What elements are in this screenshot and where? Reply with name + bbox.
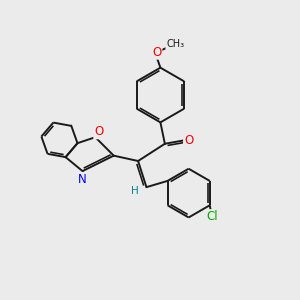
Text: O: O [152,46,161,59]
Text: Cl: Cl [206,210,218,223]
Text: O: O [184,134,193,147]
Text: H: H [131,186,139,196]
Text: N: N [78,173,87,186]
Text: CH₃: CH₃ [166,39,184,49]
Text: O: O [94,125,104,138]
